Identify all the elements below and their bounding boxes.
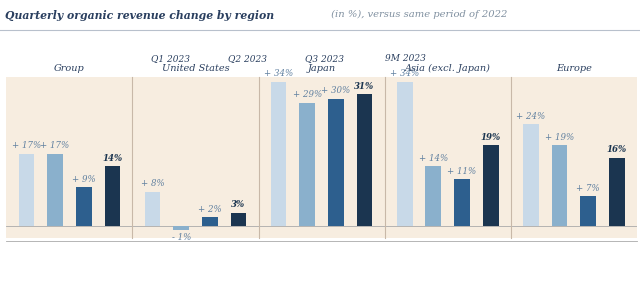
Bar bbox=[580, 196, 596, 226]
Bar bbox=[328, 99, 344, 226]
Text: + 24%: + 24% bbox=[516, 112, 545, 121]
Bar bbox=[523, 124, 539, 226]
Text: 16%: 16% bbox=[607, 146, 627, 154]
Bar bbox=[300, 103, 315, 226]
Bar bbox=[173, 226, 189, 230]
Text: (in %), versus same period of 2022: (in %), versus same period of 2022 bbox=[328, 10, 508, 19]
Bar bbox=[271, 82, 287, 226]
Bar bbox=[397, 82, 413, 226]
Text: 19%: 19% bbox=[481, 133, 500, 142]
Text: + 19%: + 19% bbox=[545, 133, 574, 142]
Text: + 34%: + 34% bbox=[264, 69, 293, 78]
Text: Japan: Japan bbox=[308, 64, 335, 73]
Text: 3%: 3% bbox=[232, 200, 246, 210]
Bar bbox=[356, 94, 372, 226]
Text: Quarterly organic revenue change by region: Quarterly organic revenue change by regi… bbox=[5, 10, 275, 21]
Text: 9M 2023: 9M 2023 bbox=[385, 54, 426, 63]
Bar bbox=[454, 179, 470, 226]
Text: 31%: 31% bbox=[355, 82, 374, 91]
Text: + 14%: + 14% bbox=[419, 154, 448, 163]
Text: + 17%: + 17% bbox=[40, 141, 70, 150]
Text: + 7%: + 7% bbox=[576, 183, 600, 193]
Text: - 1%: - 1% bbox=[172, 233, 191, 242]
Bar bbox=[552, 145, 567, 226]
Text: + 8%: + 8% bbox=[141, 179, 164, 188]
Bar bbox=[104, 166, 120, 226]
Text: United States: United States bbox=[162, 64, 229, 73]
Text: + 9%: + 9% bbox=[72, 175, 95, 184]
Text: Q3 2023: Q3 2023 bbox=[305, 54, 344, 63]
Bar bbox=[76, 187, 92, 226]
Text: + 30%: + 30% bbox=[321, 86, 351, 95]
Text: Europe: Europe bbox=[556, 64, 592, 73]
Bar bbox=[47, 154, 63, 226]
Text: + 11%: + 11% bbox=[447, 167, 477, 176]
Text: Q1 2023: Q1 2023 bbox=[151, 54, 190, 63]
Text: Q2 2023: Q2 2023 bbox=[228, 54, 267, 63]
Bar bbox=[609, 158, 625, 226]
Text: Asia (excl. Japan): Asia (excl. Japan) bbox=[404, 64, 491, 73]
Text: + 34%: + 34% bbox=[390, 69, 419, 78]
Bar bbox=[426, 166, 441, 226]
Text: Group: Group bbox=[54, 64, 85, 73]
Bar bbox=[483, 145, 499, 226]
Bar bbox=[19, 154, 35, 226]
Text: + 17%: + 17% bbox=[12, 141, 41, 150]
Bar bbox=[230, 213, 246, 226]
Text: + 2%: + 2% bbox=[198, 205, 221, 214]
Bar bbox=[145, 192, 161, 226]
Text: 14%: 14% bbox=[102, 154, 122, 163]
Text: + 29%: + 29% bbox=[292, 90, 322, 100]
Bar bbox=[202, 217, 218, 226]
